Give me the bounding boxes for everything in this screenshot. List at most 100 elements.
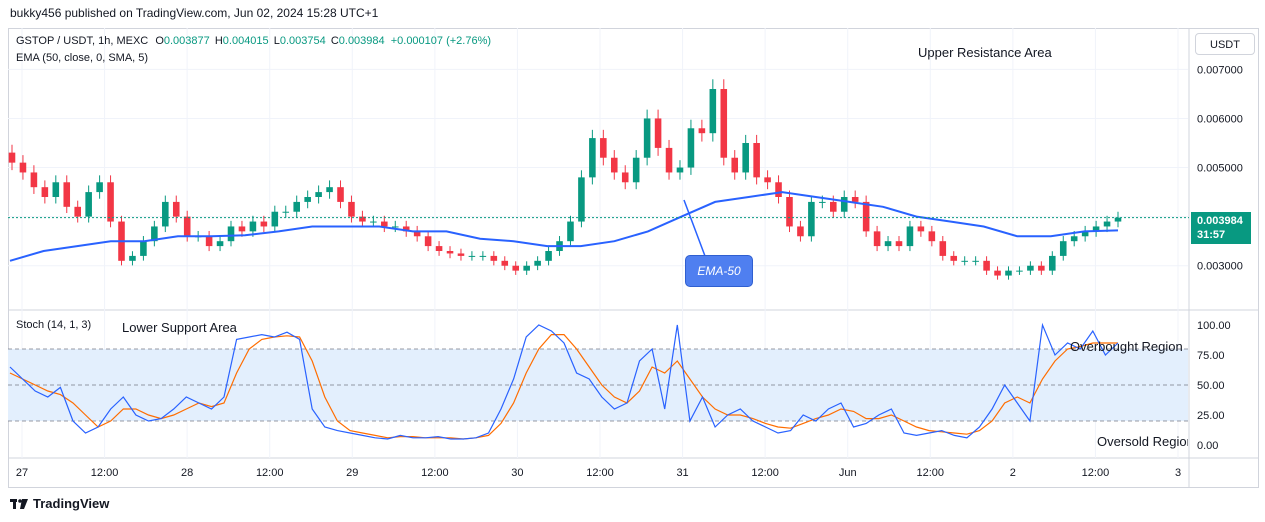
candle-body bbox=[19, 162, 27, 173]
candle-body bbox=[85, 192, 92, 217]
publish-info: bukky456 published on TradingView.com, J… bbox=[10, 6, 379, 20]
candle-body bbox=[1103, 221, 1111, 227]
candle-body bbox=[107, 182, 114, 222]
candle-body bbox=[96, 182, 103, 193]
time-tick-label: Jun bbox=[839, 467, 857, 479]
price-tick-label: 0.006000 bbox=[1197, 113, 1243, 125]
candle-body bbox=[862, 201, 870, 232]
candle-body bbox=[906, 226, 914, 247]
candle-body bbox=[994, 270, 1001, 276]
time-tick-label: 2 bbox=[1010, 467, 1016, 479]
close-value: 0.003984 bbox=[338, 35, 385, 47]
candle-body bbox=[205, 236, 213, 247]
candle-body bbox=[961, 260, 968, 262]
tradingview-logo-icon bbox=[10, 498, 28, 509]
symbol-label: GSTOP / USDT, 1h, MEXC bbox=[16, 35, 149, 47]
time-tick-label: 3 bbox=[1175, 467, 1181, 479]
high-label: H bbox=[214, 35, 223, 47]
candle-body bbox=[797, 226, 804, 237]
candle-body bbox=[1016, 270, 1023, 272]
candle-body bbox=[545, 251, 552, 261]
candle-body bbox=[709, 89, 717, 134]
time-tick-label: 12:00 bbox=[751, 467, 779, 479]
candle-body bbox=[840, 197, 848, 212]
candle-body bbox=[238, 226, 246, 232]
candle-body bbox=[698, 128, 706, 134]
last-price-value: 0.003984 bbox=[1197, 215, 1243, 227]
ohlc-legend: GSTOP / USDT, 1h, MEXC O0.003877 H0.0040… bbox=[16, 35, 491, 47]
ema50-line bbox=[9, 191, 1119, 262]
candle-body bbox=[610, 157, 618, 173]
time-tick-label: 31 bbox=[676, 467, 688, 479]
candle-body bbox=[731, 157, 739, 173]
candle-body bbox=[271, 211, 279, 227]
candle-body bbox=[983, 260, 990, 271]
candle-body bbox=[687, 128, 695, 168]
high-value: 0.004015 bbox=[222, 35, 269, 47]
time-tick-label: 12:00 bbox=[256, 467, 284, 479]
stoch-legend: Stoch (14, 1, 3) bbox=[16, 319, 92, 331]
ema-legend: EMA (50, close, 0, SMA, 5) bbox=[16, 52, 149, 64]
candle-body bbox=[129, 255, 136, 261]
candle-body bbox=[151, 226, 158, 242]
candle-body bbox=[972, 260, 979, 262]
candle-body bbox=[52, 182, 60, 197]
candle-body bbox=[632, 157, 640, 183]
candle-body bbox=[851, 197, 859, 202]
candle-body bbox=[523, 265, 530, 271]
low-label: L bbox=[273, 35, 280, 47]
candle-body bbox=[775, 182, 782, 197]
change-value: +0.000107 (+2.76%) bbox=[390, 35, 492, 47]
candle-body bbox=[402, 226, 410, 232]
candle-body bbox=[282, 211, 290, 213]
candle-body bbox=[446, 251, 454, 254]
candle-body bbox=[326, 187, 333, 193]
stoch-d-line bbox=[9, 334, 1118, 440]
ema-callout[interactable]: EMA-50 bbox=[685, 255, 753, 287]
candle-body bbox=[884, 241, 892, 247]
candle-body bbox=[819, 201, 826, 203]
candle-body bbox=[501, 260, 509, 266]
candle-body bbox=[1092, 226, 1100, 232]
candle-body bbox=[753, 143, 760, 178]
ema-callout-pointer bbox=[683, 199, 706, 257]
candle-body bbox=[260, 221, 268, 227]
candle-body bbox=[41, 187, 49, 197]
candle-body bbox=[337, 187, 344, 202]
candle-body bbox=[304, 197, 311, 202]
time-tick-label: 12:00 bbox=[421, 467, 449, 479]
time-tick-label: 12:00 bbox=[917, 467, 945, 479]
candle-body bbox=[764, 177, 771, 183]
candle-body bbox=[654, 118, 662, 148]
candle-body bbox=[621, 172, 629, 183]
candle-body bbox=[227, 226, 235, 242]
candle-body bbox=[216, 241, 224, 247]
price-tick-label: 0.007000 bbox=[1197, 64, 1243, 76]
candle-body bbox=[830, 201, 837, 212]
candle-body bbox=[30, 172, 38, 188]
open-value: 0.003877 bbox=[163, 35, 210, 47]
candle-body bbox=[1059, 241, 1067, 256]
candle-body bbox=[1049, 255, 1056, 271]
candle-body bbox=[1027, 265, 1034, 271]
candle-body bbox=[589, 138, 596, 178]
candle-body bbox=[928, 231, 936, 242]
tradingview-footer[interactable]: TradingView bbox=[10, 496, 109, 511]
candle-body bbox=[665, 147, 673, 173]
candle-body bbox=[293, 201, 300, 212]
candle-body bbox=[162, 201, 169, 227]
candle-body bbox=[74, 206, 81, 217]
candle-body bbox=[249, 221, 257, 232]
candle-body bbox=[468, 255, 476, 257]
stoch-tick-label: 0.00 bbox=[1197, 440, 1218, 452]
candle-body bbox=[172, 201, 180, 217]
candle-body bbox=[1114, 217, 1122, 222]
currency-selector[interactable]: USDT bbox=[1195, 33, 1255, 55]
candle-body bbox=[1070, 236, 1078, 242]
time-tick-label: 30 bbox=[511, 467, 523, 479]
candle-body bbox=[808, 201, 815, 237]
candle-body bbox=[676, 167, 684, 173]
candle-body bbox=[1038, 265, 1045, 271]
candle-body bbox=[183, 216, 191, 237]
